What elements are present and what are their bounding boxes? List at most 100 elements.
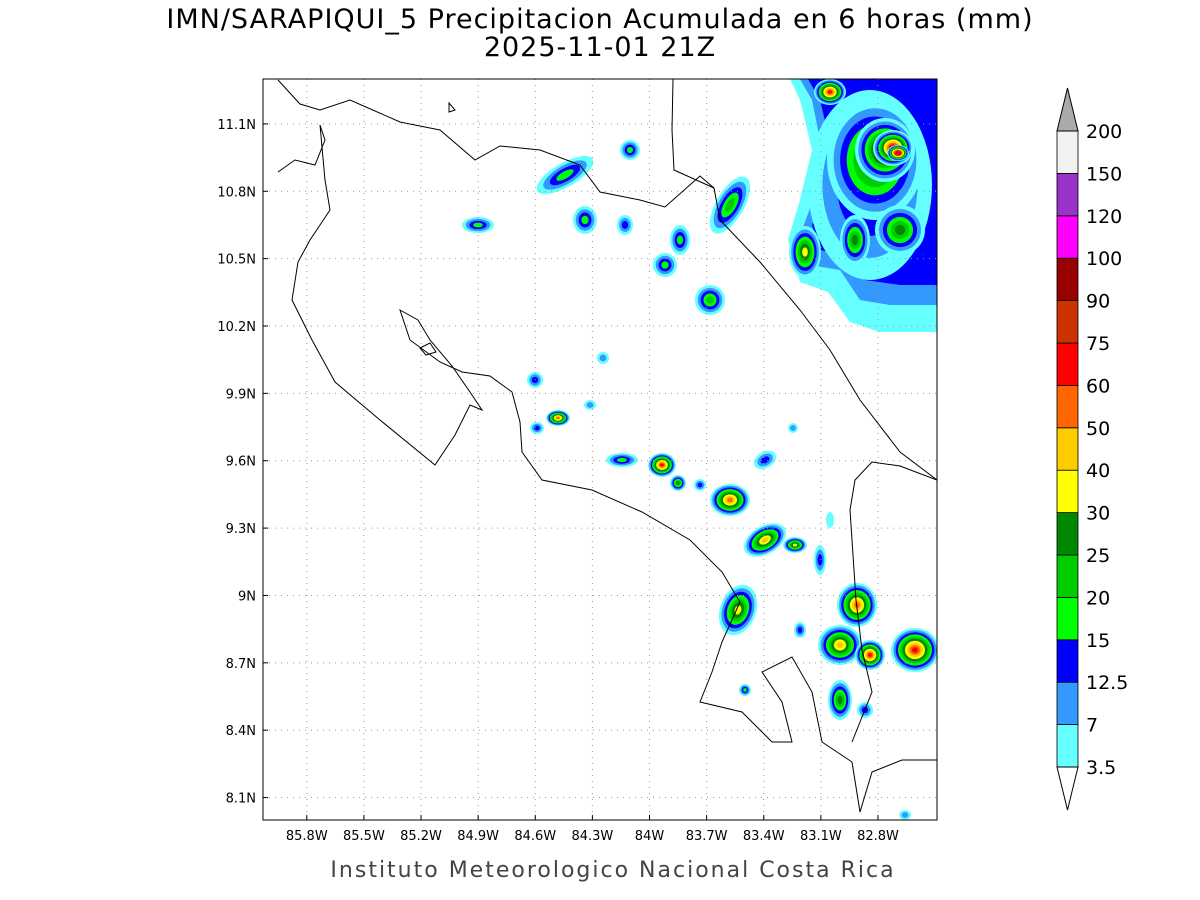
precip-cell <box>727 497 733 503</box>
precip-cell <box>868 653 872 657</box>
precip-cell <box>851 234 859 246</box>
colorbar-label: 25 <box>1086 545 1110 567</box>
lat-tick-label: 11.1N <box>217 118 256 133</box>
lon-tick-label: 82.8W <box>857 829 899 844</box>
lon-tick-label: 84.3W <box>571 829 613 844</box>
precipitation <box>462 79 937 820</box>
precip-cell <box>826 512 834 528</box>
precip-cell <box>911 647 919 653</box>
lon-tick-label: 83.4W <box>743 829 785 844</box>
colorbar-box <box>1056 427 1079 471</box>
lat-tick-label: 10.8N <box>217 185 256 200</box>
precip-cell <box>556 169 574 181</box>
colorbar-label: 40 <box>1086 460 1110 482</box>
lon-tick-label: 84.6W <box>514 829 556 844</box>
colorbar-label: 75 <box>1086 333 1110 355</box>
colorbar-label: 15 <box>1086 630 1110 652</box>
lat-tick-label: 9.9N <box>226 387 256 402</box>
island <box>448 101 456 113</box>
precip-cell <box>676 481 680 485</box>
footer: Instituto Meteorologico Nacional Costa R… <box>330 858 895 883</box>
precip-cell <box>837 695 843 705</box>
lon-tick-label: 84W <box>635 829 665 844</box>
precip-cell <box>802 247 808 257</box>
lon-tick-label: 85.5W <box>343 829 385 844</box>
precip-cell <box>531 376 539 384</box>
precip-cell <box>661 261 669 269</box>
lat-tick-label: 9.6N <box>226 455 256 470</box>
colorbar-box <box>1056 300 1079 344</box>
lat-tick-label: 9N <box>238 589 256 604</box>
precip-cell <box>827 90 833 94</box>
precip-cell <box>836 641 844 649</box>
colorbar-label: 7 <box>1086 715 1098 737</box>
precip-cell <box>676 235 684 245</box>
colorbar: 3.5 7 12.5 15 20 25 30 40 50 60 75 90 100 120 150 200 <box>1056 87 1128 811</box>
colorbar-over <box>1056 87 1079 132</box>
precip-cell <box>599 354 607 362</box>
lat-tick-label: 10.5N <box>217 253 256 268</box>
colorbar-label: 20 <box>1086 587 1110 609</box>
lon-tick-label: 83.7W <box>686 829 728 844</box>
border <box>849 509 873 743</box>
precip-cell <box>626 146 634 154</box>
precip-cell <box>894 224 906 236</box>
precip-cell <box>734 605 742 615</box>
colorbar-label: 150 <box>1086 163 1122 185</box>
lon-tick-label: 85.2W <box>400 829 442 844</box>
colorbar-box <box>1056 554 1079 598</box>
precip-cell <box>896 152 900 154</box>
colorbar-box <box>1056 681 1079 726</box>
precip-cell <box>792 543 798 547</box>
coastlines <box>277 79 937 813</box>
map-frame <box>262 78 938 821</box>
colorbar-box <box>1056 342 1079 386</box>
colorbar-box <box>1056 469 1079 514</box>
colorbar-label: 120 <box>1086 206 1122 228</box>
colorbar-label: 50 <box>1086 418 1110 440</box>
colorbar-box <box>1056 597 1079 641</box>
lat-tick-label: 8.7N <box>226 657 256 672</box>
precip-cell <box>901 812 909 818</box>
colorbar-box <box>1056 512 1079 556</box>
island <box>419 342 437 356</box>
lat-tick-label: 10.2N <box>217 320 256 335</box>
colorbar-label: 100 <box>1086 248 1122 270</box>
precip-cell <box>473 222 483 228</box>
border <box>849 461 937 511</box>
colorbar-box <box>1056 384 1079 429</box>
colorbar-box <box>1056 257 1079 302</box>
lat-tick-label: 8.4N <box>226 724 256 739</box>
colorbar-box <box>1056 639 1079 683</box>
precip-cell <box>697 482 703 488</box>
colorbar-box <box>1056 215 1079 259</box>
lat-tick-label: 9.3N <box>226 522 256 537</box>
colorbar-under <box>1056 766 1079 811</box>
precip-cell <box>586 402 594 408</box>
precip-cell <box>581 215 589 225</box>
precip-cell <box>621 221 629 229</box>
lon-tick-label: 83.1W <box>800 829 842 844</box>
subtitle: 2025-11-01 21Z <box>484 32 716 63</box>
precip-cell <box>817 554 823 566</box>
coastline <box>671 79 937 481</box>
coastline <box>277 124 937 813</box>
precip-cell <box>617 457 627 463</box>
colorbar-label: 30 <box>1086 503 1110 525</box>
lat-tick-label: 8.1N <box>226 792 256 807</box>
colorbar-label: 60 <box>1086 375 1110 397</box>
precip-cell <box>706 296 714 304</box>
colorbar-label: 90 <box>1086 291 1110 313</box>
colorbar-box <box>1056 172 1079 217</box>
colorbar-label: 3.5 <box>1086 757 1116 779</box>
precip-cell <box>556 416 560 420</box>
title: IMN/SARAPIQUI_5 Precipitacion Acumulada … <box>166 4 1033 35</box>
precip-cell <box>660 463 664 467</box>
coastline <box>277 79 715 208</box>
precip-cell <box>725 197 735 213</box>
colorbar-label: 12.5 <box>1086 672 1128 694</box>
lon-tick-label: 85.8W <box>286 829 328 844</box>
precip-cell <box>743 688 747 692</box>
axis-ticks: 85.8W 85.5W 85.2W 84.9W 84.6W 84.3W 84W 83.7W 83… <box>217 118 899 844</box>
